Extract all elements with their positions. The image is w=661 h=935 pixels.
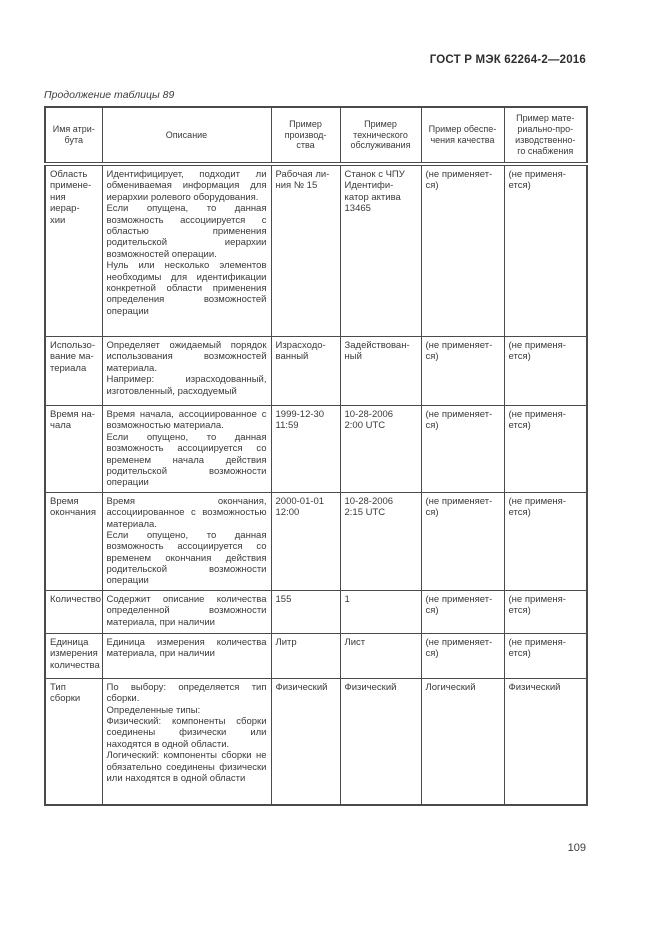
cell-quality-example: (не применяет- ся) <box>420 336 505 406</box>
column-header-supply-example: Пример мате- риально-про- изводственно- … <box>503 106 588 166</box>
cell-description: По выбору: определяется тип сборки. Опре… <box>101 677 272 806</box>
cell-production-example: Израсходо- ванный <box>270 336 341 406</box>
table-row: Использо- вание ма- териала Определяет о… <box>44 336 588 406</box>
cell-quality-example: Логический <box>420 677 505 806</box>
cell-description: Определяет ожидаемый порядок использован… <box>101 336 272 406</box>
cell-attribute-name: Тип сборки <box>44 677 103 806</box>
page-number: 109 <box>567 842 586 854</box>
column-header-production-example: Пример производ- ства <box>270 106 341 166</box>
column-header-quality-example: Пример обеспе- чения качества <box>420 106 505 166</box>
page-content: ГОСТ Р МЭК 62264-2—2016 Продолжение табл… <box>44 0 588 806</box>
cell-description: Единица измерения количества материала, … <box>101 632 272 679</box>
table-caption: Продолжение таблицы 89 <box>44 89 175 101</box>
cell-attribute-name: Время окончания <box>44 491 103 591</box>
table-row: Единица измерения количества Единица изм… <box>44 632 588 679</box>
cell-attribute-name: Область примене- ния иерар- хии <box>44 163 103 337</box>
table-row: Тип сборки По выбору: определяется тип с… <box>44 677 588 806</box>
table-row: Время на- чала Время начала, ассоциирова… <box>44 405 588 493</box>
attributes-table: Имя атри- бута Описание Пример производ-… <box>44 106 588 806</box>
cell-maintenance-example: 10-28-2006 2:00 UTC <box>339 405 422 493</box>
cell-quality-example: (не применяет- ся) <box>420 491 505 591</box>
document-number: ГОСТ Р МЭК 62264-2—2016 <box>429 54 586 66</box>
cell-description: Время начала, ассоциированное с возможно… <box>101 405 272 493</box>
cell-production-example: 155 <box>270 589 341 634</box>
table-header-row: Имя атри- бута Описание Пример производ-… <box>44 106 588 166</box>
cell-supply-example: (не применя- ется) <box>503 491 588 591</box>
cell-attribute-name: Количество <box>44 589 103 634</box>
cell-attribute-name: Единица измерения количества <box>44 632 103 679</box>
column-header-attribute-name: Имя атри- бута <box>44 106 103 166</box>
cell-maintenance-example: Задействован- ный <box>339 336 422 406</box>
cell-description: Идентифицирует, подходит ли обмениваемая… <box>101 163 272 337</box>
cell-supply-example: (не применя- ется) <box>503 589 588 634</box>
table-row: Время окончания Время окончания, ассоции… <box>44 491 588 591</box>
cell-maintenance-example: Лист <box>339 632 422 679</box>
cell-maintenance-example: Станок с ЧПУ Идентифи- катор актива 1346… <box>339 163 422 337</box>
cell-production-example: Физический <box>270 677 341 806</box>
cell-quality-example: (не применяет- ся) <box>420 632 505 679</box>
cell-description: Содержит описание количества определенно… <box>101 589 272 634</box>
cell-quality-example: (не применяет- ся) <box>420 405 505 493</box>
cell-production-example: Литр <box>270 632 341 679</box>
cell-supply-example: (не применя- ется) <box>503 163 588 337</box>
cell-attribute-name: Использо- вание ма- териала <box>44 336 103 406</box>
cell-supply-example: (не применя- ется) <box>503 632 588 679</box>
cell-production-example: Рабочая ли- ния № 15 <box>270 163 341 337</box>
cell-supply-example: (не применя- ется) <box>503 336 588 406</box>
cell-maintenance-example: Физический <box>339 677 422 806</box>
table-header: Имя атри- бута Описание Пример производ-… <box>44 106 588 166</box>
table-row: Область примене- ния иерар- хии Идентифи… <box>44 163 588 337</box>
cell-supply-example: Физический <box>503 677 588 806</box>
table-body: Область примене- ния иерар- хии Идентифи… <box>44 163 588 806</box>
column-header-description: Описание <box>101 106 272 166</box>
cell-maintenance-example: 1 <box>339 589 422 634</box>
table-row: Количество Содержит описание количества … <box>44 589 588 634</box>
cell-production-example: 1999-12-30 11:59 <box>270 405 341 493</box>
cell-quality-example: (не применяет- ся) <box>420 163 505 337</box>
cell-supply-example: (не применя- ется) <box>503 405 588 493</box>
cell-description: Время окончания, ассоциированное с возмо… <box>101 491 272 591</box>
column-header-maintenance-example: Пример технического обслуживания <box>339 106 422 166</box>
cell-maintenance-example: 10-28-2006 2:15 UTC <box>339 491 422 591</box>
cell-attribute-name: Время на- чала <box>44 405 103 493</box>
cell-quality-example: (не применяет- ся) <box>420 589 505 634</box>
cell-production-example: 2000-01-01 12:00 <box>270 491 341 591</box>
